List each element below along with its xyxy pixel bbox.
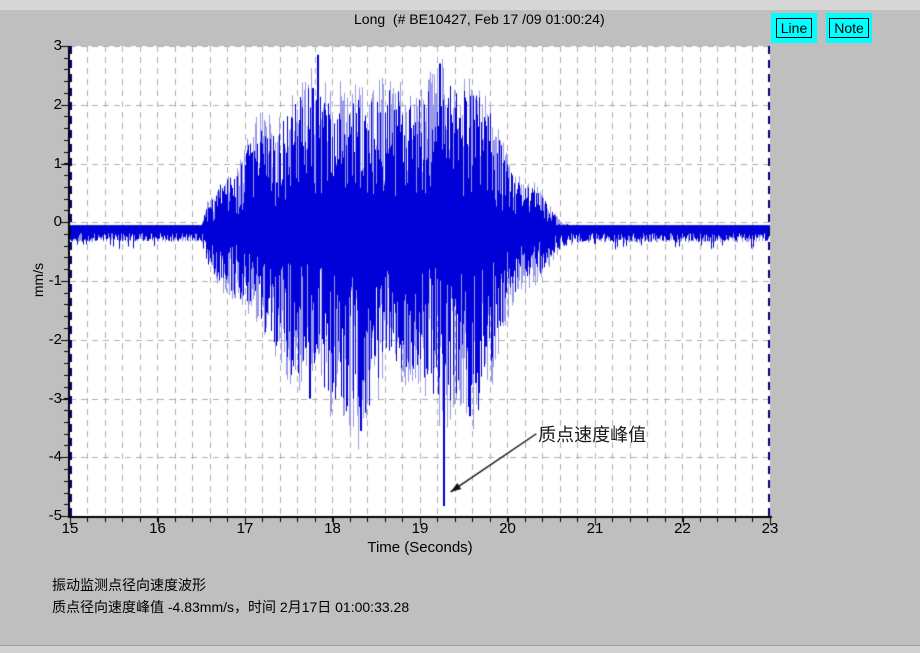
note-button[interactable]: Note — [826, 13, 872, 43]
y-tick-label: 1 — [53, 154, 62, 172]
y-tick-label: -3 — [48, 389, 62, 407]
caption-line-1: 振动监测点径向速度波形 — [52, 577, 206, 593]
x-tick-label: 21 — [586, 520, 604, 537]
x-tick-label: 19 — [411, 520, 429, 537]
y-tick-label: -5 — [48, 507, 62, 524]
waveform-plot-canvas[interactable] — [25, 38, 790, 538]
x-axis-label: Time (Seconds) — [367, 539, 473, 556]
x-tick-label: 23 — [761, 520, 779, 537]
line-button-label: Line — [775, 18, 813, 38]
x-tick-label: 17 — [236, 520, 254, 537]
x-tick-label: 15 — [61, 520, 79, 537]
peak-annotation-label: 质点速度峰值 — [538, 425, 647, 447]
note-button-label: Note — [829, 18, 869, 38]
y-tick-label: 2 — [53, 95, 62, 113]
window-bottom-edge — [0, 645, 920, 653]
y-tick-label: -2 — [48, 330, 62, 348]
x-tick-label: 20 — [499, 520, 516, 537]
y-tick-label: 3 — [53, 37, 62, 54]
line-button[interactable]: Line — [771, 13, 817, 43]
x-tick-label: 16 — [149, 520, 166, 537]
caption-line-2: 质点径向速度峰值 -4.83mm/s，时间 2月17日 01:00:33.28 — [52, 599, 410, 615]
y-tick-label: 0 — [53, 213, 62, 231]
x-tick-label: 18 — [324, 520, 341, 537]
chart-title: Long (# BE10427, Feb 17 /09 01:00:24) — [354, 11, 605, 27]
y-tick-label: -1 — [48, 272, 62, 289]
y-tick-label: -4 — [48, 448, 62, 466]
window-top-edge — [0, 0, 920, 10]
x-tick-label: 22 — [674, 520, 691, 537]
caption-block: 振动监测点径向速度波形 质点径向速度峰值 -4.83mm/s，时间 2月17日 … — [52, 574, 409, 618]
